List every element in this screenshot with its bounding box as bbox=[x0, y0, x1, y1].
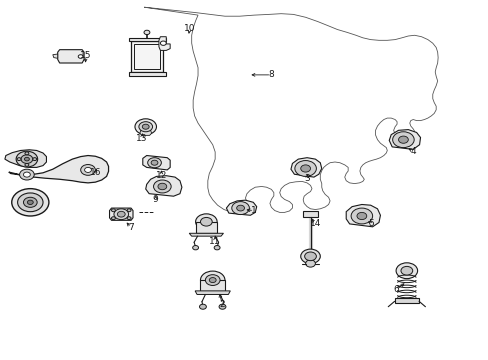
Circle shape bbox=[199, 304, 206, 309]
Bar bbox=[128, 72, 165, 76]
Text: 3: 3 bbox=[304, 174, 309, 183]
Circle shape bbox=[305, 260, 315, 267]
Circle shape bbox=[195, 214, 217, 230]
Circle shape bbox=[142, 124, 149, 129]
Circle shape bbox=[219, 304, 225, 309]
Circle shape bbox=[16, 151, 38, 167]
Circle shape bbox=[21, 155, 33, 163]
Circle shape bbox=[200, 217, 212, 226]
Polygon shape bbox=[140, 130, 151, 135]
Circle shape bbox=[111, 217, 115, 220]
Text: 4: 4 bbox=[409, 147, 415, 156]
Circle shape bbox=[153, 180, 171, 193]
Circle shape bbox=[200, 271, 224, 289]
Text: 10: 10 bbox=[183, 24, 195, 33]
Circle shape bbox=[25, 152, 29, 155]
Text: 1: 1 bbox=[251, 206, 257, 215]
Circle shape bbox=[231, 202, 249, 215]
Circle shape bbox=[400, 266, 412, 275]
Circle shape bbox=[18, 193, 43, 212]
Circle shape bbox=[25, 163, 29, 166]
Circle shape bbox=[127, 209, 131, 212]
Circle shape bbox=[294, 161, 316, 176]
Polygon shape bbox=[388, 130, 420, 149]
Text: 15: 15 bbox=[80, 51, 91, 60]
Circle shape bbox=[78, 55, 83, 58]
Circle shape bbox=[12, 189, 49, 216]
Text: 7: 7 bbox=[128, 223, 134, 232]
Polygon shape bbox=[109, 208, 133, 220]
Text: 14: 14 bbox=[309, 219, 321, 228]
Text: 11: 11 bbox=[209, 237, 221, 246]
Circle shape bbox=[117, 211, 125, 217]
Text: 13: 13 bbox=[136, 134, 147, 143]
Circle shape bbox=[111, 209, 115, 212]
Circle shape bbox=[304, 252, 316, 261]
Polygon shape bbox=[145, 176, 182, 196]
Text: 2: 2 bbox=[219, 300, 225, 309]
Polygon shape bbox=[195, 291, 230, 294]
Text: 6: 6 bbox=[392, 285, 398, 294]
Circle shape bbox=[33, 158, 37, 161]
Bar bbox=[394, 298, 418, 303]
Circle shape bbox=[214, 246, 220, 250]
Circle shape bbox=[398, 136, 407, 143]
Circle shape bbox=[135, 119, 156, 135]
Text: 12: 12 bbox=[155, 171, 167, 180]
Circle shape bbox=[20, 169, 34, 180]
Circle shape bbox=[151, 160, 158, 165]
Text: 9: 9 bbox=[152, 195, 158, 204]
Polygon shape bbox=[53, 54, 58, 58]
Circle shape bbox=[192, 246, 198, 250]
Circle shape bbox=[143, 30, 149, 35]
Circle shape bbox=[84, 167, 91, 172]
Circle shape bbox=[27, 200, 33, 204]
Bar bbox=[128, 38, 165, 41]
Circle shape bbox=[158, 183, 166, 190]
Polygon shape bbox=[9, 156, 108, 183]
Circle shape bbox=[114, 209, 128, 220]
Circle shape bbox=[395, 263, 417, 279]
Polygon shape bbox=[142, 156, 170, 170]
Circle shape bbox=[205, 275, 220, 285]
Circle shape bbox=[350, 208, 372, 224]
Polygon shape bbox=[226, 200, 256, 215]
Circle shape bbox=[81, 165, 95, 175]
Bar bbox=[134, 44, 160, 69]
Circle shape bbox=[139, 122, 152, 132]
Bar bbox=[200, 280, 224, 291]
Bar bbox=[131, 41, 163, 72]
Circle shape bbox=[17, 158, 21, 161]
Circle shape bbox=[23, 172, 30, 177]
Bar bbox=[303, 211, 317, 217]
Text: 16: 16 bbox=[89, 168, 101, 177]
Bar bbox=[195, 222, 217, 233]
Polygon shape bbox=[5, 150, 46, 167]
Circle shape bbox=[356, 212, 366, 220]
Text: 8: 8 bbox=[268, 71, 274, 79]
Polygon shape bbox=[290, 158, 321, 177]
Circle shape bbox=[160, 41, 166, 45]
Polygon shape bbox=[189, 233, 223, 236]
Circle shape bbox=[24, 157, 29, 161]
Circle shape bbox=[300, 249, 320, 264]
Polygon shape bbox=[159, 37, 170, 50]
Polygon shape bbox=[58, 50, 84, 63]
Circle shape bbox=[209, 278, 216, 283]
Circle shape bbox=[23, 197, 37, 207]
Polygon shape bbox=[346, 204, 380, 227]
Circle shape bbox=[127, 217, 131, 220]
Circle shape bbox=[300, 165, 310, 172]
Circle shape bbox=[147, 158, 161, 168]
Circle shape bbox=[236, 205, 244, 211]
Text: 5: 5 bbox=[368, 219, 374, 228]
Circle shape bbox=[392, 132, 413, 148]
